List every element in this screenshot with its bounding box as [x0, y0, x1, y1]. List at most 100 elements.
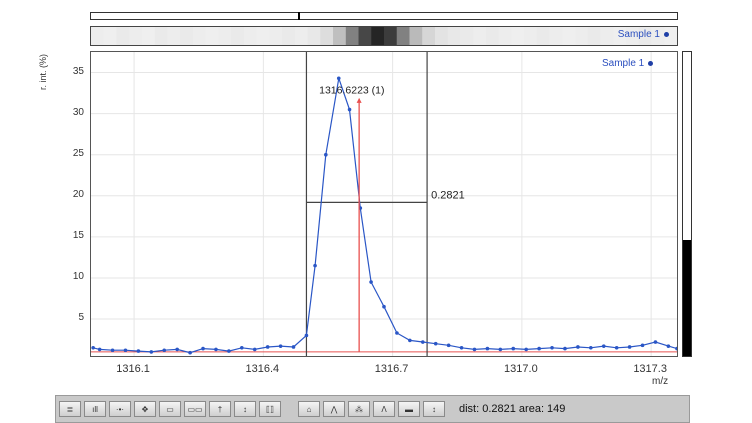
heat-cell	[116, 27, 130, 45]
peak-shape-button[interactable]: ⋀	[323, 401, 345, 417]
spectrum-point	[97, 347, 102, 352]
heat-cell	[154, 27, 168, 45]
heat-cell	[103, 27, 117, 45]
heat-cell	[473, 27, 487, 45]
calibrate-icon: ▭	[166, 404, 174, 414]
view-tools-group: ≣ ıll ·•· ✥ ▭ ▭▭ † ↕ ⟦⟧	[56, 401, 281, 417]
spectrum-list-icon: ≣	[66, 404, 74, 414]
range-icon: ▭▭	[187, 404, 203, 414]
spectrum-point	[563, 346, 567, 351]
y-tick-label: 5	[78, 312, 84, 324]
heat-cell	[536, 27, 551, 45]
heat-cell	[218, 27, 232, 45]
label-icon: †	[217, 404, 223, 414]
legend-sample-label: Sample 1	[602, 58, 645, 69]
spectrum-point	[382, 304, 386, 309]
heat-cell	[549, 27, 563, 45]
measure-icon: ▬	[405, 404, 413, 414]
isotope-button[interactable]: ⁂	[348, 401, 370, 417]
heat-cell	[524, 27, 538, 45]
bottom-toolbar: ≣ ıll ·•· ✥ ▭ ▭▭ † ↕ ⟦⟧ ⌂ ⋀ ⁂ Λ ▬ ↕ dist: 0.2821 area…	[55, 395, 690, 423]
distance-label: 0.2821	[431, 189, 465, 201]
spectrum-point	[201, 346, 205, 351]
heat-cell	[269, 27, 283, 45]
x-tick-label: 1316.7	[374, 363, 409, 375]
spectrum-point	[304, 333, 309, 338]
spectrum-point	[666, 344, 671, 348]
y-tick-label: 15	[72, 229, 84, 241]
spectrum-point	[369, 280, 373, 284]
spectrum-point	[336, 76, 341, 81]
y-tick-label: 10	[72, 270, 84, 282]
heat-cell	[345, 27, 360, 45]
spectrum-point	[614, 345, 619, 350]
annotate-peak-button[interactable]: Λ	[373, 401, 395, 417]
intensity-scroll-fill[interactable]	[683, 240, 691, 356]
heat-cell	[320, 27, 334, 45]
spectrum-point	[433, 341, 438, 346]
horizontal-zoom-button[interactable]: ⟦⟧	[259, 401, 281, 417]
spectrum-point	[291, 345, 296, 349]
heat-cell	[180, 27, 194, 45]
heat-cell	[587, 27, 602, 45]
heat-cell	[167, 27, 181, 45]
spectrum-view-button[interactable]: ≣	[59, 401, 81, 417]
heat-cell	[91, 27, 105, 45]
peak-tools-group: ⌂ ⋀ ⁂ Λ ▬ ↕	[295, 401, 445, 417]
sample-dot-icon	[664, 32, 669, 37]
spectrum-trace	[93, 78, 678, 354]
peak-list-button[interactable]: ıll	[84, 401, 106, 417]
spectrum-point	[265, 345, 270, 349]
y-tick-label: 30	[72, 106, 84, 118]
spectrum-point	[459, 345, 464, 350]
area-icon: ↕	[432, 404, 436, 414]
points-mode-button[interactable]: ·•·	[109, 401, 131, 417]
heat-cell	[358, 27, 372, 45]
measure-range-button[interactable]: ▬	[398, 401, 420, 417]
overview-position-marker[interactable]	[298, 12, 300, 20]
spectrum-point	[485, 346, 490, 351]
x-tick-label: 1316.1	[116, 363, 150, 375]
heat-cell	[575, 27, 589, 45]
y-tick-label: 35	[72, 65, 84, 77]
plot-legend: Sample 1	[602, 58, 654, 69]
heat-cell	[243, 27, 258, 45]
spectrum-point	[537, 346, 541, 351]
heat-cell	[447, 27, 461, 45]
label-tool-button[interactable]: †	[209, 401, 231, 417]
heat-strip-sample-label: Sample 1	[618, 29, 669, 40]
y-tick-label: 20	[72, 188, 84, 200]
overview-scrollbar[interactable]	[90, 12, 678, 20]
spectrum-point	[313, 263, 317, 268]
heat-cell	[205, 27, 219, 45]
heat-strip-cells	[91, 27, 677, 45]
intensity-scroll-bar[interactable]	[682, 51, 692, 357]
spectrum-point	[653, 340, 658, 344]
heat-cell	[460, 27, 474, 45]
spectrum-point	[589, 345, 593, 350]
center-mode-button[interactable]: ✥	[134, 401, 156, 417]
y-axis-label: r. int. (%)	[38, 53, 48, 90]
heat-cell	[613, 27, 627, 45]
spectrum-point	[324, 152, 328, 157]
spectrum-point	[576, 345, 580, 349]
heat-strip-sample-text: Sample 1	[617, 29, 660, 40]
spectrum-point	[110, 348, 115, 353]
peak-pick-button[interactable]: ⌂	[298, 401, 320, 417]
spectrum-canvas[interactable]: 0.2821 1316.6223 (1)	[91, 52, 679, 356]
heat-cell	[231, 27, 245, 45]
bracket-icon: ⟦⟧	[266, 404, 274, 414]
calibrate-button[interactable]: ▭	[159, 401, 181, 417]
heat-cell	[638, 27, 653, 45]
spectrum-plot[interactable]: 0.2821 1316.6223 (1)	[90, 51, 679, 357]
heat-cell	[409, 27, 423, 45]
heat-cell	[562, 27, 576, 45]
area-button[interactable]: ↕	[423, 401, 445, 417]
vertical-zoom-button[interactable]: ↕	[234, 401, 256, 417]
heat-cell	[511, 27, 525, 45]
spectrum-point	[524, 347, 528, 352]
spectrum-point	[136, 349, 141, 353]
spectrum-point	[123, 348, 128, 353]
range-button[interactable]: ▭▭	[184, 401, 206, 417]
x-axis-label: m/z	[652, 376, 669, 387]
